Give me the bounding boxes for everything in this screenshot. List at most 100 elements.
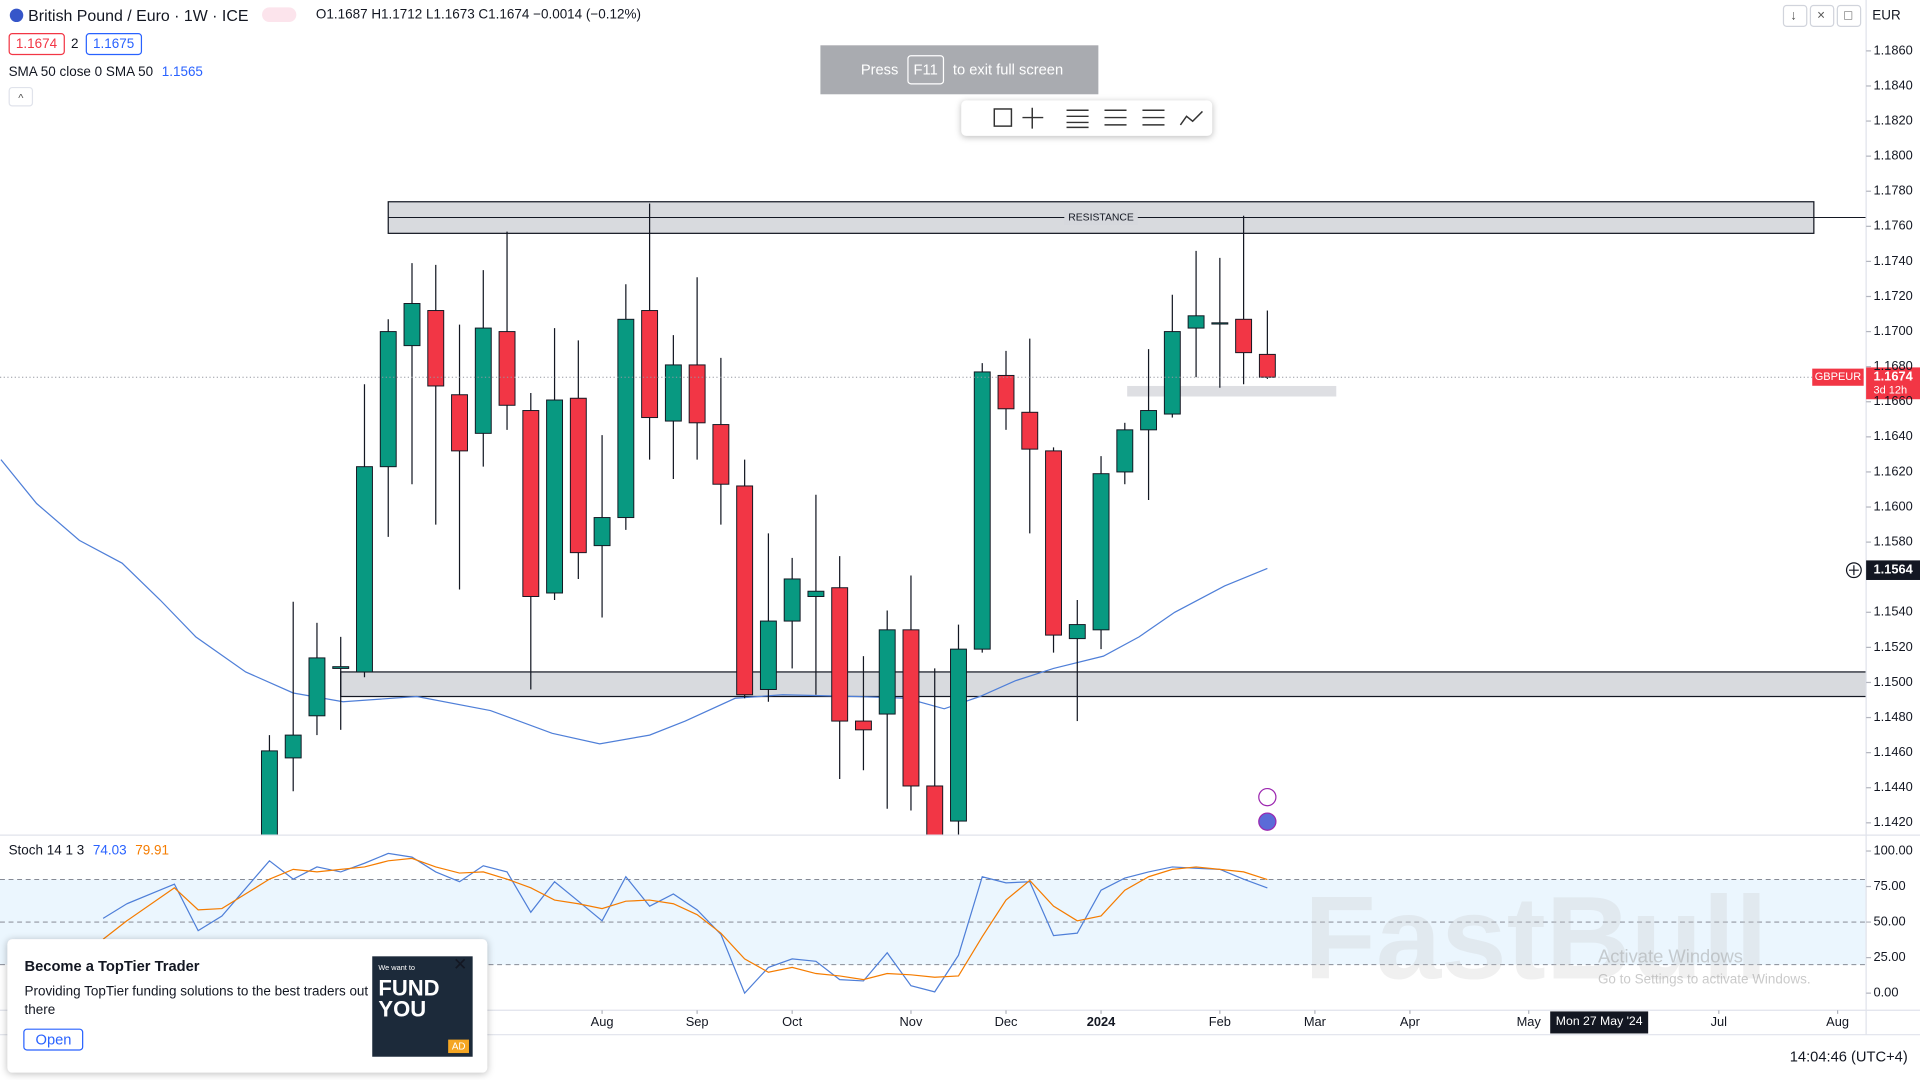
ad-close[interactable]: ✕ — [453, 953, 468, 974]
stoch-d: 79.91 — [135, 843, 169, 859]
x-tick-label: Sep — [686, 1014, 709, 1029]
y-tick-label: 1.1540 — [1873, 604, 1912, 619]
btn-collapse[interactable]: × — [1809, 4, 1835, 27]
candle-body — [736, 485, 754, 696]
y-tick-label: 1.1720 — [1873, 288, 1912, 303]
y-tick-label: 100.00 — [1873, 842, 1912, 857]
tool-levels[interactable] — [1142, 109, 1165, 126]
last-price-bg — [1866, 367, 1920, 400]
countdown-label: 3d 12h — [1873, 385, 1907, 397]
btn-down[interactable]: ↓ — [1782, 4, 1808, 27]
ohlc: O1.1687 H1.1712 L1.1673 C1.1674 −0.0014 … — [315, 7, 641, 23]
y-tick-label: 1.1740 — [1873, 253, 1912, 268]
y-tick-label: 1.1820 — [1873, 112, 1912, 127]
candle-body — [403, 303, 421, 347]
collapse-button[interactable]: ^ — [8, 86, 34, 107]
candle-body — [902, 629, 920, 787]
candle-body — [1021, 411, 1039, 450]
tool-cross[interactable] — [1022, 107, 1044, 129]
crosshair-price-bg — [1866, 560, 1920, 580]
candle-body — [332, 666, 350, 669]
watermark: FastBull — [1304, 873, 1768, 1005]
x-tick-label: Dec — [995, 1014, 1018, 1029]
y-tick-label: 1.1480 — [1873, 709, 1912, 724]
crosshair-price: 1.1564 — [1873, 562, 1913, 577]
candle-body — [807, 590, 825, 597]
candle-body — [1068, 624, 1086, 640]
candle-body — [1211, 322, 1229, 325]
zone-label: RESISTANCE — [1068, 212, 1134, 223]
candle-body — [260, 750, 278, 836]
y-tick-label: 1.1700 — [1873, 323, 1912, 338]
y-tick-label: 1.1620 — [1873, 463, 1912, 478]
btn-restore[interactable]: □ — [1836, 4, 1862, 27]
candle-body — [617, 318, 635, 519]
sma-value: 1.1565 — [161, 64, 203, 80]
y-tick-label: 1.1640 — [1873, 428, 1912, 443]
y-tick-label: 1.1600 — [1873, 498, 1912, 513]
ad-title: Become a TopTier Trader — [24, 957, 200, 975]
stoch-line — [102, 857, 1268, 981]
last-price-label: 1.1674 — [1873, 369, 1913, 384]
candle-body — [973, 371, 991, 650]
activate-body: Go to Settings to activate Windows. — [1597, 972, 1811, 987]
x-tick-label: Nov — [900, 1014, 923, 1029]
candle-body — [427, 310, 445, 387]
y-tick-label: 1.1860 — [1873, 42, 1912, 57]
ad-open-button[interactable]: Open — [23, 1028, 84, 1051]
ad-image-small: We want to — [378, 964, 415, 973]
symbol-title[interactable]: British Pound / Euro · 1W · ICE — [9, 6, 249, 24]
candle-body — [593, 517, 611, 547]
ask-box[interactable]: 1.1675 — [85, 33, 142, 56]
notice-key: F11 — [907, 55, 944, 85]
candle-body — [950, 648, 967, 822]
candle-body — [1116, 429, 1134, 473]
candle-body — [451, 394, 468, 452]
candle-body — [641, 310, 659, 419]
candle-body — [854, 720, 872, 731]
x-tick-label: 2024 — [1087, 1014, 1116, 1029]
x-tick-label: Aug — [591, 1014, 614, 1029]
candle-body — [664, 364, 682, 422]
tool-rect[interactable] — [993, 108, 1013, 127]
symbol-label-bg — [1812, 368, 1864, 386]
x-tick-label: Oct — [782, 1014, 802, 1029]
stoch-line — [102, 852, 1268, 995]
y-tick-label: 1.1460 — [1873, 744, 1912, 759]
tool-fib[interactable] — [1104, 109, 1127, 126]
x-tick-label: Apr — [1400, 1014, 1421, 1029]
y-tick-label: 25.00 — [1873, 949, 1905, 964]
y-tick-label: 1.1680 — [1873, 358, 1912, 373]
candle-body — [474, 327, 492, 434]
tool-lines[interactable] — [1066, 109, 1089, 129]
y-tick-label: 1.1520 — [1873, 639, 1912, 654]
candle-body — [712, 424, 730, 485]
candle-body — [783, 578, 801, 622]
y-tick-label: 1.1660 — [1873, 393, 1912, 408]
candle-body — [379, 331, 397, 468]
ad-panel: Become a TopTier Trader Providing TopTie… — [7, 939, 488, 1073]
y-tick-label: 0.00 — [1873, 985, 1898, 1000]
tool-trend[interactable] — [1179, 110, 1203, 126]
toolbar-icons — [993, 107, 1203, 129]
x-tick-label: Mar — [1304, 1014, 1327, 1029]
y-tick-label: 1.1840 — [1873, 77, 1912, 92]
candle-body — [356, 466, 373, 673]
y-tick-label: 1.1580 — [1873, 534, 1912, 549]
notice-rest: to exit full screen — [952, 61, 1064, 79]
candle-body — [522, 410, 540, 597]
candle-body — [1235, 318, 1253, 354]
bid-box[interactable]: 1.1674 — [8, 33, 65, 56]
y-tick-label: 1.1760 — [1873, 218, 1912, 233]
ad-image[interactable]: We want to FUND YOU AD — [372, 956, 473, 1057]
fullscreen-notice: Press F11 to exit full screen — [820, 45, 1099, 95]
x-tick-label: May — [1517, 1014, 1542, 1029]
y-tick-label: 75.00 — [1873, 878, 1905, 893]
currency[interactable]: EUR — [1872, 8, 1901, 24]
stoch-name: Stoch 14 1 3 — [8, 843, 85, 859]
y-tick-label: 1.1500 — [1873, 674, 1912, 689]
ad-image-line1: FUND — [378, 975, 440, 1001]
candle-body — [926, 785, 944, 836]
candle-body — [688, 364, 706, 424]
ad-badge: AD — [448, 1039, 470, 1054]
